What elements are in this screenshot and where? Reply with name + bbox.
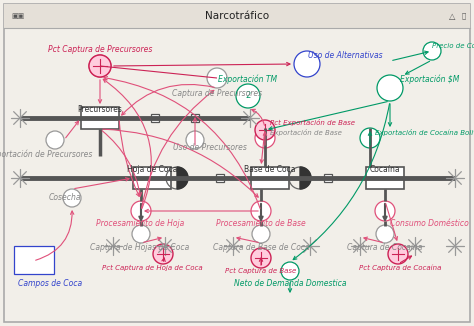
Text: Pct Captura de Cocaína: Pct Captura de Cocaína (359, 265, 441, 271)
Text: Cocaína: Cocaína (370, 165, 401, 173)
Circle shape (236, 84, 260, 108)
Polygon shape (177, 167, 188, 189)
Circle shape (251, 201, 271, 221)
Text: Cosecha: Cosecha (49, 194, 81, 202)
Polygon shape (300, 167, 311, 189)
Bar (133, 167, 171, 189)
Circle shape (255, 120, 275, 140)
Circle shape (377, 75, 403, 101)
Text: Importación de Precursores: Importación de Precursores (0, 149, 93, 159)
Bar (81, 107, 119, 129)
Text: Neto de Demanda Domestica: Neto de Demanda Domestica (234, 279, 346, 289)
Circle shape (132, 225, 150, 243)
Circle shape (63, 189, 81, 207)
Circle shape (252, 225, 270, 243)
Text: Narcotráfico: Narcotráfico (205, 11, 269, 21)
Circle shape (376, 225, 394, 243)
Text: Captura de Hojas de Coca: Captura de Hojas de Coca (91, 244, 190, 253)
Text: Captura de Base de Coca: Captura de Base de Coca (213, 244, 310, 253)
Text: Base de Coca: Base de Coca (244, 165, 296, 173)
Bar (324, 174, 332, 182)
Text: Campos de Coca: Campos de Coca (18, 279, 82, 289)
Bar (191, 114, 199, 122)
Text: 2: 2 (246, 92, 251, 100)
Circle shape (423, 42, 441, 60)
Bar (366, 167, 404, 189)
Circle shape (281, 262, 299, 280)
Circle shape (153, 244, 173, 264)
Text: △: △ (449, 11, 455, 21)
Circle shape (89, 55, 111, 77)
Circle shape (131, 201, 151, 221)
Circle shape (375, 201, 395, 221)
Circle shape (294, 51, 320, 77)
Text: Exportación de Base: Exportación de Base (270, 129, 342, 137)
Circle shape (360, 128, 380, 148)
Text: Pct Captura de Base: Pct Captura de Base (225, 268, 297, 274)
Text: Precio de Cocaína: Precio de Cocaína (432, 43, 474, 49)
Bar (216, 174, 224, 182)
Bar (4, 4, 470, 28)
Text: Pct Captura de Precursores: Pct Captura de Precursores (48, 45, 152, 53)
Circle shape (251, 248, 271, 268)
Circle shape (207, 68, 227, 88)
Text: Procesamiento de Base: Procesamiento de Base (216, 218, 306, 228)
Text: Exportación TM: Exportación TM (219, 74, 278, 84)
Text: Uso de Alternativas: Uso de Alternativas (308, 52, 383, 61)
Circle shape (89, 55, 111, 77)
Text: Consumo Doméstico: Consumo Doméstico (390, 218, 469, 228)
Text: Hoja de Coca: Hoja de Coca (127, 165, 177, 173)
Circle shape (388, 244, 408, 264)
Circle shape (186, 131, 204, 149)
Text: Pct Exportación de Base: Pct Exportación de Base (270, 120, 355, 126)
Text: 🔒: 🔒 (462, 13, 466, 19)
Text: Captura de Cocaína: Captura de Cocaína (347, 244, 423, 253)
Text: Exportación de Cocaína Boliviana: Exportación de Cocaína Boliviana (375, 129, 474, 137)
Text: Exportación $M: Exportación $M (400, 74, 459, 84)
Bar (251, 167, 289, 189)
Circle shape (255, 128, 275, 148)
Bar (151, 114, 159, 122)
Text: Uso de Precursores: Uso de Precursores (173, 143, 247, 153)
Bar (14, 246, 54, 274)
Text: Precursores: Precursores (78, 105, 122, 113)
Text: ▣▣: ▣▣ (11, 13, 25, 19)
Text: Procesamiento de Hoja: Procesamiento de Hoja (96, 218, 184, 228)
Text: Pct Captura de Hoja de Coca: Pct Captura de Hoja de Coca (102, 265, 202, 271)
Circle shape (46, 131, 64, 149)
Text: Captura de Precursores: Captura de Precursores (172, 90, 262, 98)
